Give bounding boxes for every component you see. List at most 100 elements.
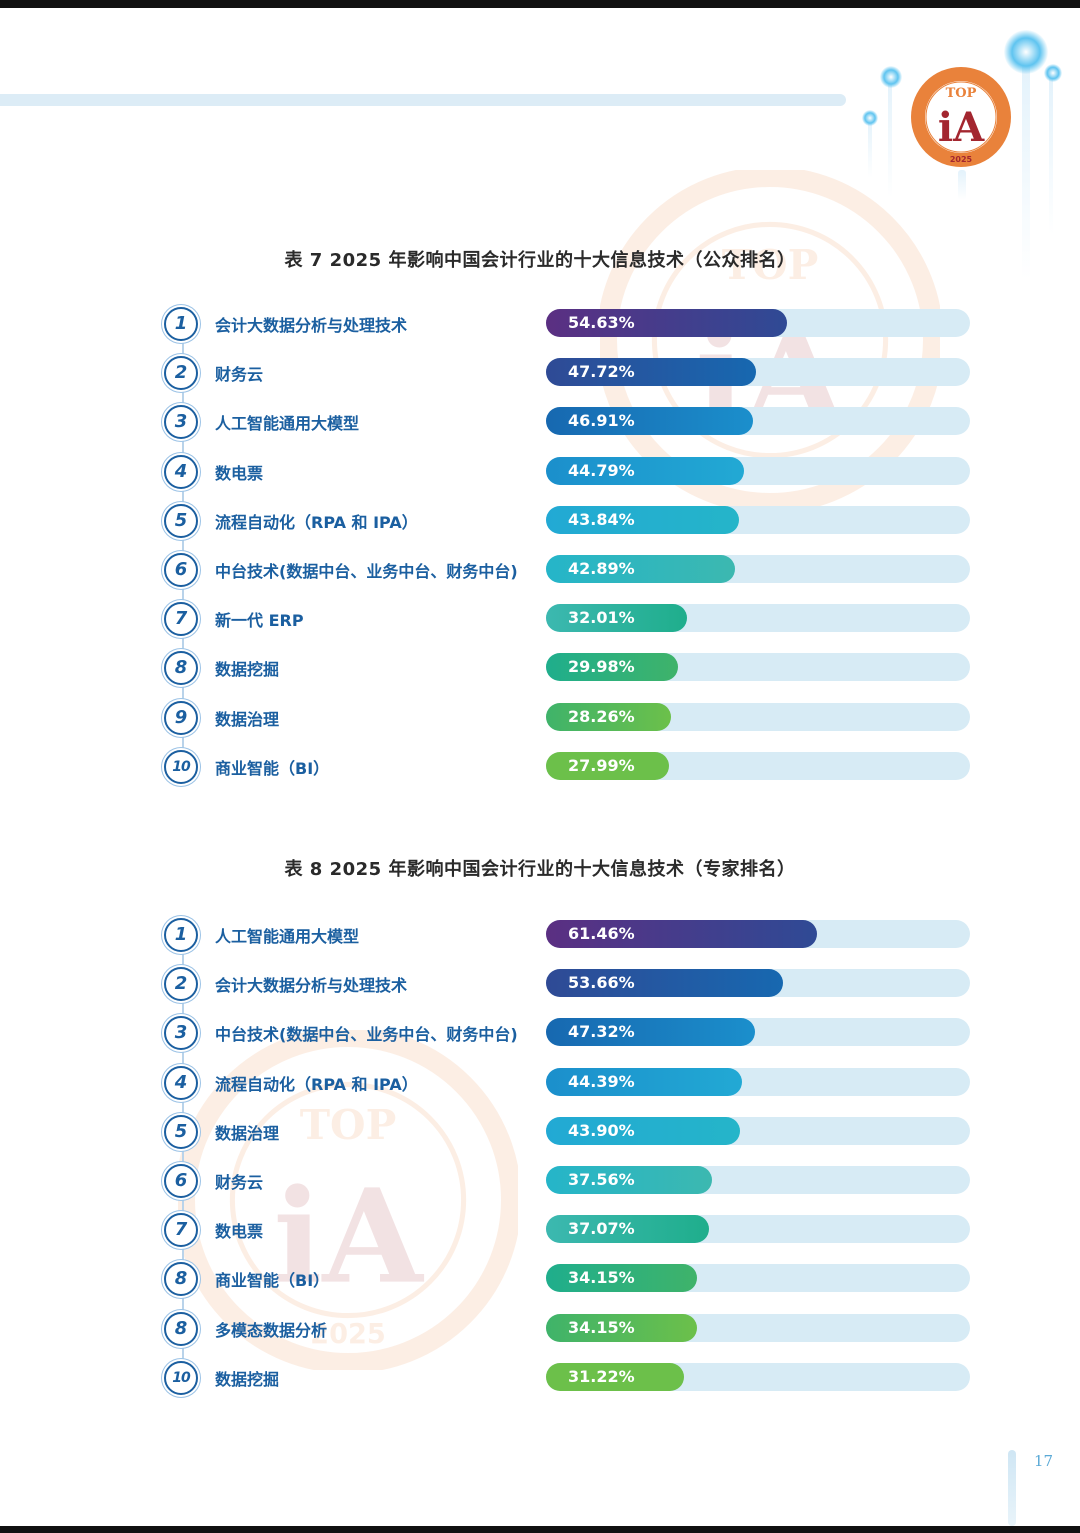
header-rule <box>0 94 846 106</box>
glow-dot <box>1004 30 1048 74</box>
bar-track: 37.07% <box>546 1215 970 1244</box>
bar-row: 1 人工智能通用大模型 61.46% <box>160 916 980 956</box>
bar-track: 47.72% <box>546 358 970 387</box>
data-label: 54.63% <box>568 313 635 332</box>
bar <box>546 1264 697 1293</box>
rank-badge: 3 <box>164 405 198 440</box>
bar-row: 8 商业智能（BI） 34.15% <box>160 1260 980 1300</box>
bar-row: 7 数电票 37.07% <box>160 1211 980 1251</box>
category-label: 会计大数据分析与处理技术 <box>215 316 408 335</box>
bar-track: 34.15% <box>546 1313 970 1342</box>
bar-track: 31.22% <box>546 1362 970 1391</box>
bar-row: 10 数据挖掘 31.22% <box>160 1359 980 1399</box>
data-label: 31.22% <box>568 1366 635 1386</box>
bar-row: 5 数据治理 43.90% <box>160 1113 980 1153</box>
data-label: 37.07% <box>568 1219 635 1239</box>
svg-text:2025: 2025 <box>310 1319 386 1350</box>
rank-badge: 8 <box>164 651 198 686</box>
bar-track: 34.15% <box>546 1264 970 1293</box>
light-beam <box>868 118 872 178</box>
category-label: 数电票 <box>215 1222 264 1242</box>
category-label: 商业智能（BI） <box>215 758 330 778</box>
category-label: 财务云 <box>215 1173 264 1192</box>
bar <box>546 555 735 583</box>
category-label: 人工智能通用大模型 <box>215 927 360 946</box>
bar <box>546 407 753 436</box>
bar <box>546 653 678 682</box>
rank-badge: 8 <box>164 1311 198 1346</box>
bar-row: 2 会计大数据分析与处理技术 53.66% <box>160 965 980 1005</box>
bar <box>546 1067 742 1096</box>
bar-track: 54.63% <box>546 309 970 337</box>
bar <box>546 309 787 337</box>
data-label: 44.39% <box>568 1071 635 1091</box>
bar-track: 44.79% <box>546 456 970 485</box>
rank-badge: 2 <box>164 356 198 391</box>
rank-badge: 4 <box>164 454 198 489</box>
category-label: 数据挖掘 <box>215 1369 280 1389</box>
bar <box>546 1362 684 1391</box>
rank-badge: 1 <box>164 307 198 341</box>
bar-row: 9 数据治理 28.26% <box>160 699 980 739</box>
bar-track: 53.66% <box>546 969 970 998</box>
category-label: 数据挖掘 <box>215 660 280 680</box>
rank-badge: 1 <box>164 918 198 952</box>
bar-track: 44.39% <box>546 1067 970 1096</box>
bar-track: 43.90% <box>546 1116 970 1145</box>
category-label: 财务云 <box>215 365 264 385</box>
category-label: 会计大数据分析与处理技术 <box>215 976 408 996</box>
bar-track: 46.91% <box>546 407 970 436</box>
bar-row: 6 中台技术(数据中台、业务中台、财务中台) 42.89% <box>160 551 980 591</box>
data-label: 43.84% <box>568 509 635 529</box>
rank-connector <box>182 322 184 768</box>
glow-dot <box>862 110 878 126</box>
bar <box>546 920 817 948</box>
data-label: 37.56% <box>568 1170 635 1189</box>
category-label: 新一代 ERP <box>215 611 304 631</box>
rank-badge: 6 <box>164 553 198 587</box>
bar-row: 6 财务云 37.56% <box>160 1162 980 1202</box>
bar-track: 47.32% <box>546 1018 970 1047</box>
data-label: 47.32% <box>568 1022 635 1042</box>
bar <box>546 1116 740 1145</box>
bar-track: 28.26% <box>546 702 970 731</box>
bar-track: 61.46% <box>546 920 970 948</box>
bar <box>546 751 669 780</box>
data-label: 44.79% <box>568 460 635 480</box>
category-label: 中台技术(数据中台、业务中台、财务中台) <box>215 1025 518 1045</box>
data-label: 43.90% <box>568 1120 635 1140</box>
bar <box>546 702 671 731</box>
bar-track: 42.89% <box>546 555 970 583</box>
glow-dot <box>880 66 902 88</box>
category-label: 流程自动化（RPA 和 IPA） <box>215 512 418 532</box>
data-label: 53.66% <box>568 973 635 993</box>
data-label: 34.15% <box>568 1317 635 1337</box>
svg-text:TOP: TOP <box>300 1101 397 1149</box>
bar <box>546 505 739 534</box>
bar-row: 1 会计大数据分析与处理技术 54.63% <box>160 305 980 345</box>
bar-row: 3 中台技术(数据中台、业务中台、财务中台) 47.32% <box>160 1014 980 1054</box>
category-label: 多模态数据分析 <box>215 1320 328 1340</box>
category-label: 流程自动化（RPA 和 IPA） <box>215 1074 418 1094</box>
bottom-border <box>0 1526 1080 1533</box>
bar-track: 29.98% <box>546 653 970 682</box>
category-label: 数据治理 <box>215 709 280 729</box>
data-label: 47.72% <box>568 362 635 382</box>
top-border <box>0 0 1080 8</box>
bar-row: 10 商业智能（BI） 27.99% <box>160 748 980 788</box>
data-label: 29.98% <box>568 657 635 677</box>
bar <box>546 1215 709 1244</box>
category-label: 数电票 <box>215 463 264 483</box>
bar-track: 32.01% <box>546 604 970 633</box>
light-beam <box>888 78 892 198</box>
category-label: 商业智能（BI） <box>215 1271 330 1291</box>
rank-badge: 5 <box>164 1114 198 1149</box>
bar-row: 3 人工智能通用大模型 46.91% <box>160 403 980 443</box>
light-beam <box>1049 75 1053 235</box>
svg-text:iA: iA <box>273 1162 424 1313</box>
bar <box>546 1313 697 1342</box>
bar <box>546 969 783 998</box>
svg-text:TOP: TOP <box>722 241 819 289</box>
bar <box>546 456 744 485</box>
bar <box>546 358 756 387</box>
